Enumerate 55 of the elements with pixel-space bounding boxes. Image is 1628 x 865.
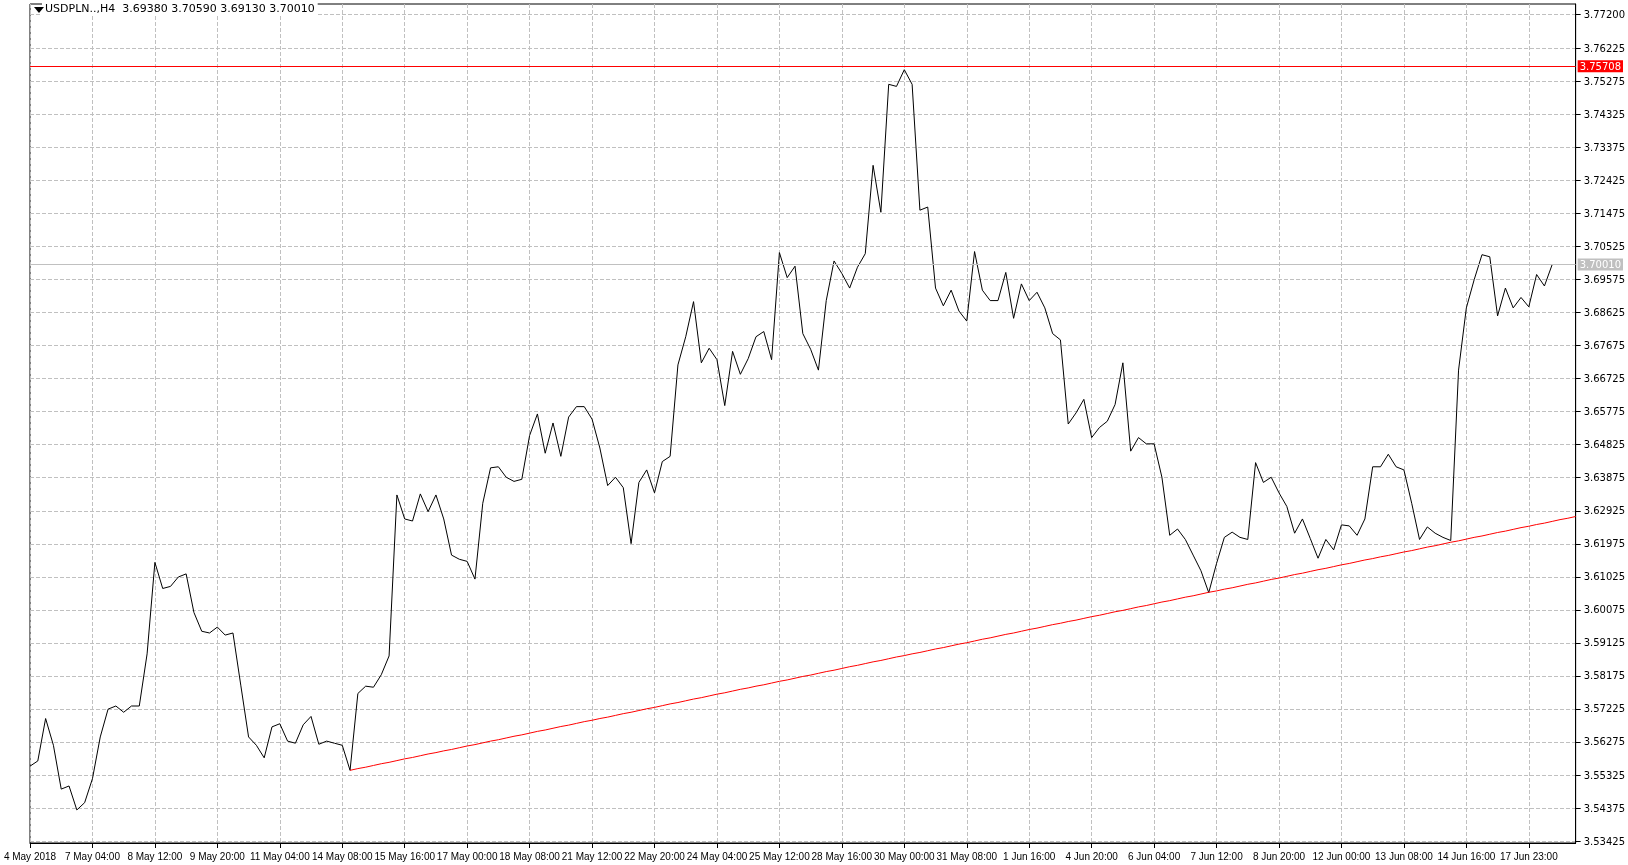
x-tick-label: 7 May 04:00 [64,850,121,862]
x-tick-label: 6 Jun 04:00 [1127,850,1181,862]
x-tick-label: 14 Jun 16:00 [1437,850,1496,862]
y-tick-label: 3.72425 [1583,174,1626,186]
y-tick-label: 3.67675 [1583,340,1626,352]
x-tick-label: 22 May 20:00 [624,850,686,862]
y-tick-label: 3.61975 [1583,538,1626,550]
x-tick-label: 18 May 08:00 [499,850,561,862]
x-tick-label: 8 May 12:00 [127,850,183,862]
x-tick-label: 1 Jun 16:00 [1003,850,1056,862]
y-tick-label: 3.60075 [1583,604,1626,616]
x-tick-label: 11 May 04:00 [249,850,311,862]
y-tick-label: 3.73375 [1583,141,1626,153]
ref-line-label: 3.70010 [1579,258,1622,270]
x-tick-label: 17 Jun 23:00 [1499,850,1559,862]
x-tick-label: 13 Jun 08:00 [1374,850,1434,862]
x-tick-label: 25 May 12:00 [749,850,811,862]
y-tick-label: 3.76225 [1583,42,1626,54]
y-tick-label: 3.56275 [1583,736,1626,748]
chart-title: USDPLN..,H4 3.69380 3.70590 3.69130 3.70010 [45,2,315,15]
y-tick-label: 3.74325 [1583,108,1626,120]
x-tick-label: 30 May 00:00 [874,850,936,862]
x-tick-label: 17 May 00:00 [436,850,498,862]
y-tick-label: 3.59125 [1583,637,1626,649]
y-tick-label: 3.75275 [1583,75,1626,87]
x-tick-label: 7 Jun 12:00 [1190,850,1244,862]
y-tick-label: 3.57225 [1583,703,1626,715]
y-tick-label: 3.64825 [1583,439,1626,451]
x-tick-label: 14 May 08:00 [311,850,373,862]
x-tick-label: 12 Jun 00:00 [1312,850,1371,862]
y-tick-label: 3.54375 [1583,802,1626,814]
line-series [349,516,1577,771]
x-tick-label: 28 May 16:00 [811,850,873,862]
y-tick-label: 3.65775 [1583,406,1626,418]
y-tick-label: 3.62925 [1583,505,1626,517]
x-tick-label: 4 Jun 20:00 [1065,850,1119,862]
y-tick-label: 3.69575 [1583,274,1626,286]
y-tick-label: 3.53425 [1583,835,1626,847]
y-tick-label: 3.63875 [1583,472,1626,484]
x-tick-label: 15 May 16:00 [374,850,436,862]
x-tick-label: 9 May 20:00 [189,850,246,862]
y-tick-label: 3.77200 [1583,8,1626,20]
y-tick-label: 3.61025 [1583,571,1626,583]
x-tick-label: 8 Jun 20:00 [1252,850,1306,862]
y-tick-label: 3.71475 [1583,207,1626,219]
x-tick-label: 21 May 12:00 [561,850,623,862]
y-tick-label: 3.68625 [1583,307,1626,319]
y-tick-label: 3.58175 [1583,670,1626,682]
x-tick-label: 31 May 08:00 [936,850,998,862]
y-tick-label: 3.66725 [1583,373,1626,385]
x-tick-label: 4 May 2018 [3,850,57,862]
y-tick-label: 3.55325 [1583,769,1626,781]
y-tick-label: 3.70525 [1583,241,1626,253]
ref-line-label: 3.75708 [1579,60,1622,72]
x-tick-label: 24 May 04:00 [686,850,748,862]
